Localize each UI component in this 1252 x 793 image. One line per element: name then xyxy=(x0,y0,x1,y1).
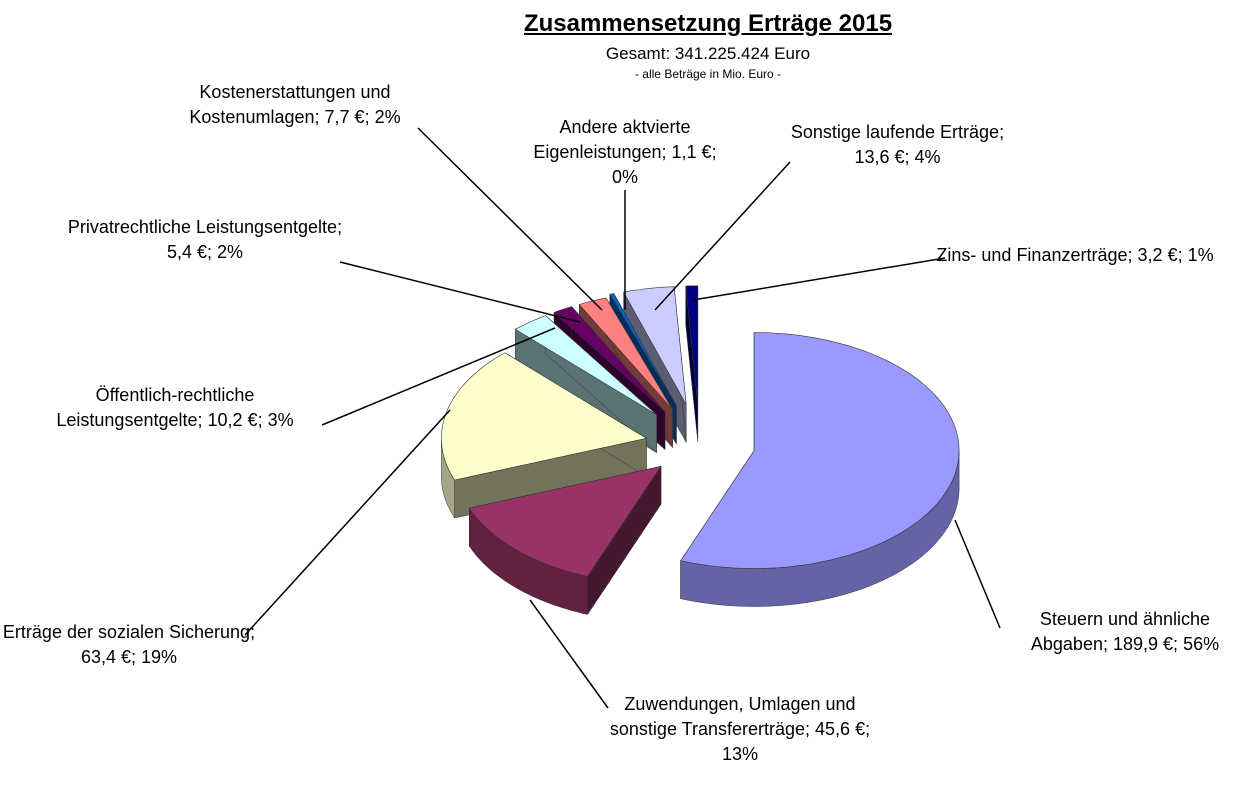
separator: ; xyxy=(197,410,208,430)
data-label: Kostenerstattungen und Kostenumlagen; 7,… xyxy=(160,80,430,130)
leader-line xyxy=(529,599,609,709)
data-label: Sonstige laufende Erträge; 13,6 €; 4% xyxy=(785,120,1010,170)
slice xyxy=(514,315,657,415)
separator: ; xyxy=(207,242,218,262)
separator: ; xyxy=(711,142,717,162)
value-label: 1,1 € xyxy=(671,142,712,162)
leader-line xyxy=(954,519,1001,629)
separator: ; xyxy=(131,647,142,667)
value-label: 45,6 € xyxy=(815,719,866,739)
leader-line xyxy=(417,127,603,311)
value-label: 5,4 € xyxy=(166,242,207,262)
slice xyxy=(623,286,687,405)
data-label: Steuern und ähnliche Abgaben; 189,9 €; 5… xyxy=(1000,607,1250,657)
value-label: 3,2 € xyxy=(1137,245,1178,265)
separator: ; xyxy=(1177,245,1188,265)
leader-line xyxy=(654,161,791,311)
category-label: Steuern und ähnliche Abgaben xyxy=(1030,609,1211,654)
category-label: Kostenerstattungen und Kostenumlagen xyxy=(189,82,391,127)
slice xyxy=(441,352,648,481)
percent-label: 0% xyxy=(611,167,638,187)
data-label: Zuwendungen, Umlagen und sonstige Transf… xyxy=(590,692,890,767)
leader-line xyxy=(692,257,946,301)
separator: ; xyxy=(904,147,915,167)
category-label: Andere aktvierte Eigenleistungen xyxy=(533,117,691,162)
value-label: 13,6 € xyxy=(854,147,905,167)
value-label: 63,4 € xyxy=(80,647,131,667)
chart-subtitle: Gesamt: 341.225.424 Euro xyxy=(605,44,811,63)
slice xyxy=(609,293,677,407)
category-label: Öffentlich-rechtliche Leistungsentgelte xyxy=(56,385,255,430)
data-label: Andere aktvierte Eigenleistungen; 1,1 €;… xyxy=(525,115,725,190)
leader-line xyxy=(244,409,451,636)
data-label: Öffentlich-rechtliche Leistungsentgelte;… xyxy=(30,383,320,433)
percent-label: 13% xyxy=(721,744,759,764)
separator: ; xyxy=(1102,634,1113,654)
separator: ; xyxy=(1173,634,1184,654)
percent-label: 3% xyxy=(267,410,294,430)
slice xyxy=(685,285,699,404)
separator: ; xyxy=(257,410,268,430)
category-label: Zins- und Finanzerträge xyxy=(936,245,1128,265)
separator: ; xyxy=(314,107,325,127)
category-label: Sonstige laufende Erträge xyxy=(790,122,1000,142)
separator: ; xyxy=(364,107,375,127)
percent-label: 4% xyxy=(914,147,941,167)
value-label: 10,2 € xyxy=(207,410,258,430)
data-label: Privatrechtliche Leistungsentgelte; 5,4 … xyxy=(60,215,350,265)
percent-label: 2% xyxy=(217,242,244,262)
percent-label: 2% xyxy=(374,107,401,127)
percent-label: 1% xyxy=(1187,245,1214,265)
separator: ; xyxy=(805,719,816,739)
percent-label: 56% xyxy=(1183,634,1220,654)
slice xyxy=(468,465,662,577)
separator: ; xyxy=(865,719,871,739)
value-label: 7,7 € xyxy=(324,107,365,127)
separator: ; xyxy=(661,142,672,162)
leader-line xyxy=(339,261,581,323)
data-label: Zins- und Finanzerträge; 3,2 €; 1% xyxy=(930,243,1220,268)
separator: ; xyxy=(999,122,1005,142)
separator: ; xyxy=(337,217,343,237)
category-label: Zuwendungen, Umlagen und sonstige Transf… xyxy=(609,694,856,739)
leader-line xyxy=(321,327,556,426)
separator: ; xyxy=(250,622,256,642)
separator: ; xyxy=(1127,245,1138,265)
chart-note: - alle Beträge in Mio. Euro - xyxy=(634,67,782,81)
chart-title: Zusammensetzung Erträge 2015 xyxy=(523,10,893,37)
percent-label: 19% xyxy=(141,647,178,667)
slice xyxy=(553,306,666,412)
value-label: 189,9 € xyxy=(1112,634,1174,654)
data-label: Erträge der sozialen Sicherung; 63,4 €; … xyxy=(0,620,258,670)
category-label: Privatrechtliche Leistungsentgelte xyxy=(67,217,338,237)
slice xyxy=(680,332,960,569)
category-label: Erträge der sozialen Sicherung xyxy=(2,622,251,642)
